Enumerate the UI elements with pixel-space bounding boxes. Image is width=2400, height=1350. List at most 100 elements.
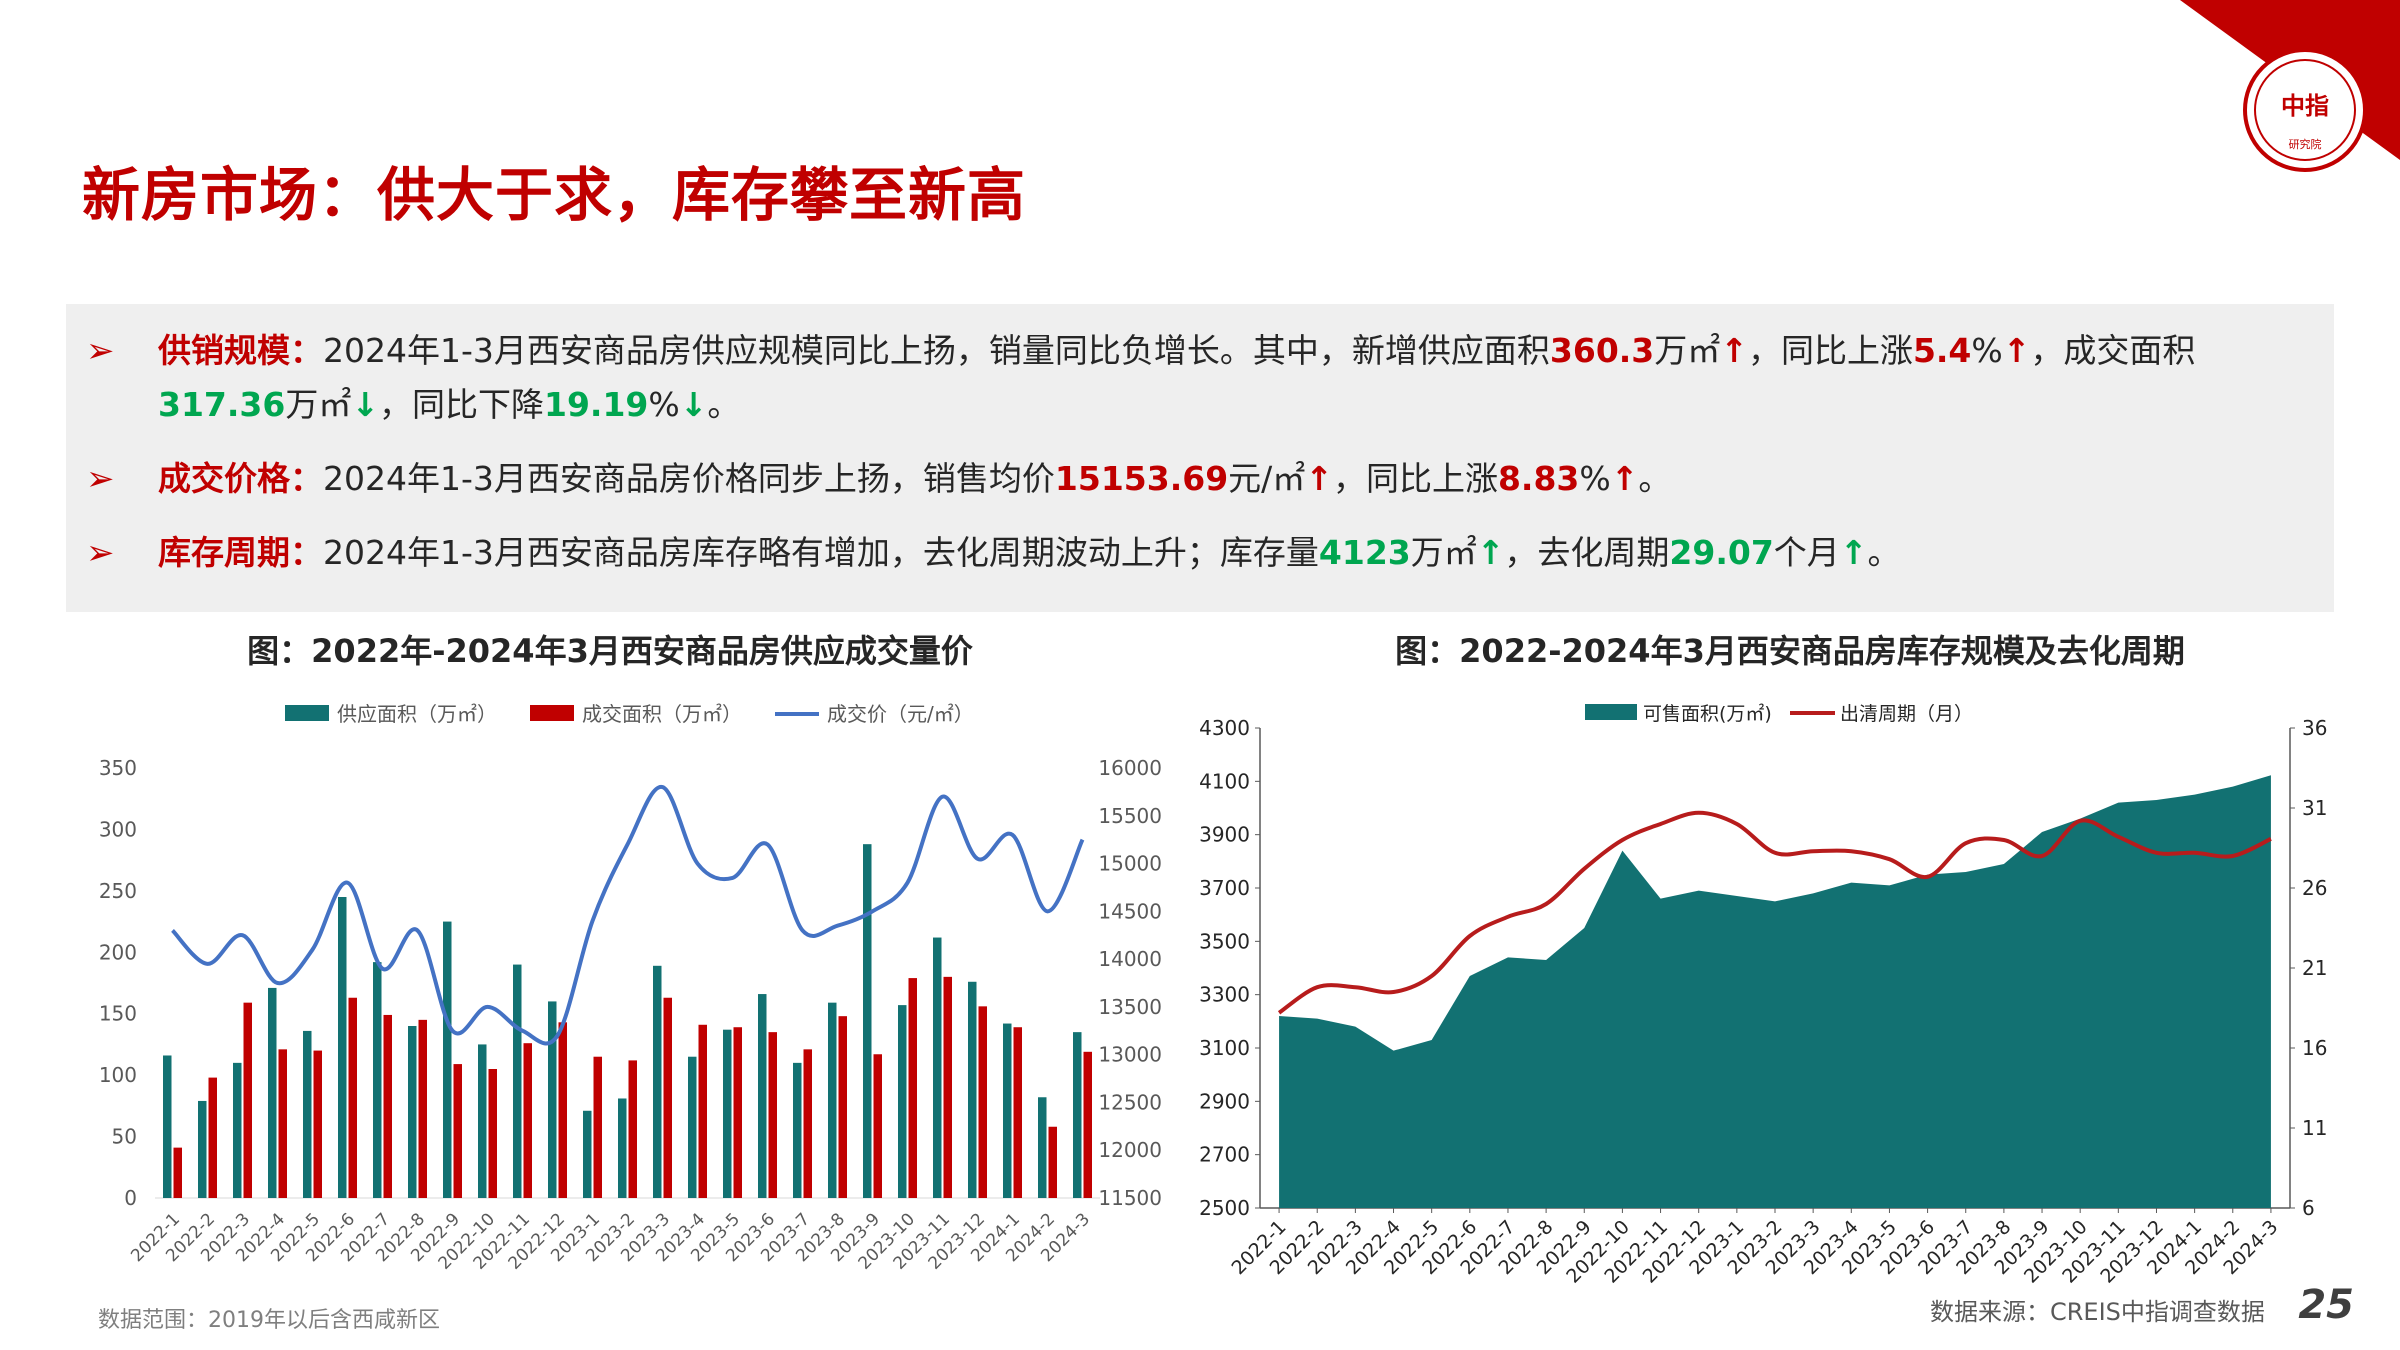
y-tick-label-right: 26	[2302, 876, 2327, 900]
summary-text: 2024年1-3月西安商品房供应规模同比上扬，销量同比负增长。其中，新增供应面积	[323, 331, 1550, 370]
legend-label: 可售面积(万㎡)	[1643, 702, 1772, 725]
logo-sub-text: 研究院	[2289, 137, 2322, 151]
bar-supply	[478, 1044, 487, 1198]
chart-supply-transaction: 0 50 100 150 200 250 300 350 11500 12000 12500 1300…	[99, 702, 1162, 1274]
bar-supply	[303, 1030, 312, 1198]
summary-unit: 元/㎡	[1228, 459, 1306, 498]
y-tick-label-right: 13000	[1098, 1043, 1162, 1067]
bar-transaction	[243, 1002, 252, 1198]
summary-text: ，同比下降	[379, 385, 544, 424]
bar-transaction	[418, 1019, 427, 1198]
bar-transaction	[908, 978, 917, 1198]
summary-value: 15153.69	[1054, 459, 1229, 498]
y-tick-label-right: 15000	[1098, 852, 1162, 876]
y-tick-label-left: 350	[99, 756, 137, 780]
bar-supply	[688, 1056, 697, 1198]
bar-transaction	[978, 1006, 987, 1198]
summary-unit: 万㎡	[1410, 533, 1477, 572]
summary-value: 317.36	[158, 385, 286, 424]
footnote-data-source: 数据来源：CREIS中指调查数据	[1930, 1298, 2265, 1326]
y-tick-label-left: 4100	[1199, 769, 1250, 793]
bullet-arrow-icon: ➢	[86, 331, 115, 371]
summary-value: 8.83	[1497, 459, 1580, 498]
bar-supply	[863, 844, 872, 1198]
bar-transaction	[943, 976, 952, 1198]
summary-unit: 个月	[1773, 533, 1840, 572]
y-tick-label-right: 16	[2302, 1036, 2327, 1060]
bar-supply	[758, 994, 767, 1198]
y-tick-label-right: 36	[2302, 716, 2327, 740]
legend-label: 供应面积（万㎡）	[337, 702, 497, 726]
summary-unit: 万㎡	[1654, 331, 1721, 370]
y-tick-label-left: 150	[99, 1002, 137, 1026]
chart-title-left: 图：2022年-2024年3月西安商品房供应成交量价	[247, 632, 973, 670]
chart-title-right: 图：2022-2024年3月西安商品房库存规模及去化周期	[1395, 632, 2185, 670]
y-tick-label-right: 6	[2302, 1196, 2315, 1220]
legend-label: 出清周期（月）	[1840, 703, 1973, 725]
y-tick-label-right: 15500	[1098, 804, 1162, 828]
bar-supply	[933, 937, 942, 1198]
bar-supply	[1073, 1032, 1082, 1198]
summary-value: 360.3	[1549, 331, 1655, 370]
corner-logo: 中指 研究院	[2180, 0, 2400, 172]
bar-supply	[583, 1110, 592, 1198]
logo-seal	[2243, 48, 2367, 172]
y-tick-label-left: 250	[99, 879, 137, 903]
line-price	[171, 785, 1085, 1046]
arrow-down-icon: ↓	[679, 385, 708, 424]
summary-value: 29.07	[1669, 533, 1774, 572]
page-number: 25	[2298, 1282, 2354, 1328]
bar-supply	[443, 921, 452, 1198]
summary-text: ，同比上涨	[1332, 459, 1498, 498]
y-tick-label-left: 3900	[1199, 823, 1250, 847]
summary-label: 成交价格：	[158, 459, 323, 498]
summary-value: 5.4	[1912, 331, 1972, 370]
summary-label: 库存周期：	[158, 533, 323, 572]
bar-transaction	[558, 1022, 567, 1198]
bar-supply	[198, 1100, 207, 1198]
y-tick-label-right: 11500	[1098, 1186, 1162, 1210]
bar-transaction	[663, 997, 672, 1198]
bar-supply	[338, 897, 347, 1198]
bar-transaction	[383, 1014, 392, 1198]
bar-supply	[898, 1005, 907, 1198]
bar-supply	[548, 1001, 557, 1198]
bar-supply	[408, 1026, 417, 1198]
summary-box: ➢ 供销规模：2024年1-3月西安商品房供应规模同比上扬，销量同比负增长。其中…	[66, 304, 2334, 612]
summary-item-price: 成交价格：2024年1-3月西安商品房价格同步上扬，销售均价15153.69元/…	[158, 452, 2318, 506]
bar-transaction	[488, 1069, 497, 1198]
bar-transaction	[313, 1050, 322, 1198]
arrow-up-icon: ↑	[1476, 533, 1505, 572]
summary-text: ，去化周期	[1504, 533, 1670, 572]
bar-transaction	[173, 1147, 182, 1198]
bar-supply	[268, 987, 277, 1198]
summary-unit: %	[1579, 459, 1611, 498]
summary-item-supply: 供销规模：2024年1-3月西安商品房供应规模同比上扬，销量同比负增长。其中，新…	[158, 324, 2318, 432]
bar-transaction	[838, 1016, 847, 1198]
bar-supply	[618, 1098, 627, 1198]
bar-transaction	[593, 1056, 602, 1198]
summary-text: ，同比上涨	[1747, 331, 1913, 370]
bullet-arrow-icon: ➢	[86, 459, 115, 499]
y-tick-label-left: 4300	[1199, 716, 1250, 740]
y-tick-label-right: 12000	[1098, 1138, 1162, 1162]
logo-seal-inner	[2254, 59, 2356, 161]
legend-swatch	[530, 705, 574, 721]
arrow-down-icon: ↓	[351, 385, 379, 424]
bar-supply	[1038, 1097, 1047, 1198]
page-title: 新房市场：供大于求，库存攀至新高	[82, 161, 1027, 229]
y-tick-label-left: 2900	[1199, 1089, 1250, 1113]
arrow-up-icon: ↑	[1720, 331, 1748, 370]
summary-value: 4123	[1318, 533, 1411, 572]
bar-transaction	[733, 1027, 742, 1198]
arrow-up-icon: ↑	[1839, 533, 1868, 572]
summary-text: 。	[1638, 459, 1672, 498]
bar-supply	[653, 965, 662, 1198]
bar-transaction	[873, 1054, 882, 1198]
bar-transaction	[1013, 1027, 1022, 1198]
footnote-data-scope: 数据范围：2019年以后含西咸新区	[98, 1308, 440, 1333]
summary-unit: %	[648, 385, 680, 424]
bar-supply	[513, 964, 522, 1198]
bar-transaction	[453, 1064, 462, 1198]
y-tick-label-left: 100	[99, 1063, 137, 1087]
